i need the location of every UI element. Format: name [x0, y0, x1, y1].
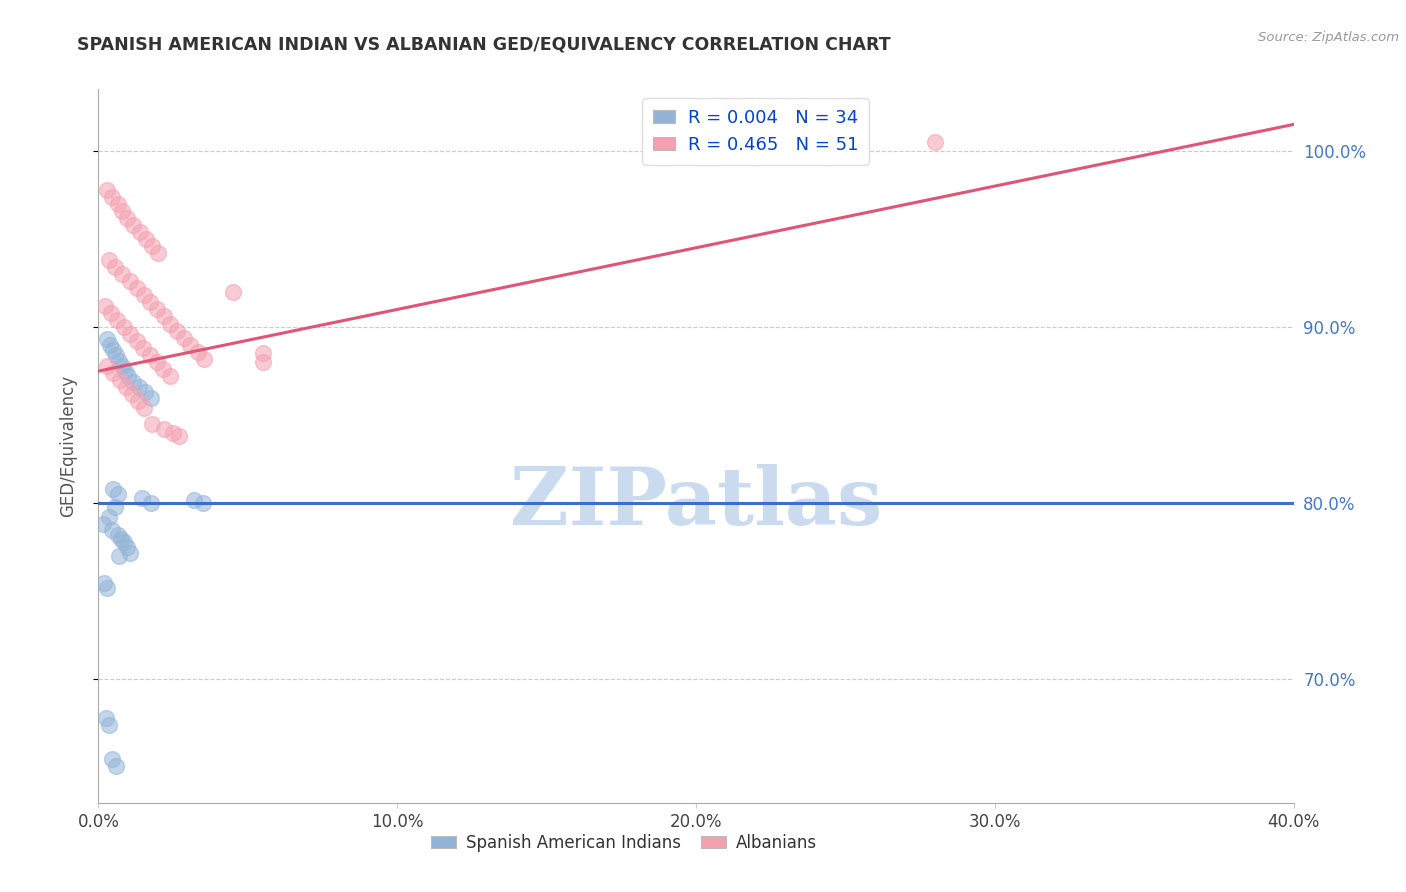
Point — [107, 528, 129, 542]
Point — [125, 334, 148, 348]
Point — [114, 364, 136, 378]
Point — [128, 380, 150, 394]
Point — [96, 183, 118, 197]
Text: ZIPatlas: ZIPatlas — [510, 464, 882, 542]
Point — [183, 492, 205, 507]
Point — [131, 491, 153, 505]
Point — [104, 260, 127, 275]
Point — [118, 274, 141, 288]
Point — [125, 281, 148, 295]
Point — [118, 546, 141, 560]
Point — [97, 510, 120, 524]
Point — [115, 541, 138, 555]
Point — [162, 425, 184, 440]
Point — [187, 344, 209, 359]
Point — [252, 346, 274, 360]
Point — [139, 496, 162, 510]
Point — [94, 711, 117, 725]
Point — [107, 487, 129, 501]
Point — [152, 310, 174, 324]
Point — [252, 355, 274, 369]
Point — [110, 532, 132, 546]
Point — [159, 317, 181, 331]
Point — [112, 320, 135, 334]
Text: Source: ZipAtlas.com: Source: ZipAtlas.com — [1258, 31, 1399, 45]
Point — [121, 218, 143, 232]
Point — [128, 225, 150, 239]
Point — [139, 348, 162, 362]
Point — [152, 362, 174, 376]
Text: SPANISH AMERICAN INDIAN VS ALBANIAN GED/EQUIVALENCY CORRELATION CHART: SPANISH AMERICAN INDIAN VS ALBANIAN GED/… — [77, 36, 891, 54]
Point — [141, 239, 163, 253]
Point — [103, 343, 125, 357]
Point — [103, 482, 125, 496]
Point — [98, 337, 122, 351]
Legend: Spanish American Indians, Albanians: Spanish American Indians, Albanians — [425, 828, 824, 859]
Point — [103, 366, 125, 380]
Point — [105, 759, 128, 773]
Point — [108, 373, 131, 387]
Point — [222, 285, 245, 299]
Point — [167, 429, 190, 443]
Point — [100, 306, 122, 320]
Point — [96, 359, 118, 373]
Point — [101, 523, 124, 537]
Point — [193, 351, 215, 366]
Point — [121, 387, 143, 401]
Point — [111, 203, 134, 218]
Point — [127, 394, 149, 409]
Point — [159, 369, 181, 384]
Point — [97, 718, 120, 732]
Point — [94, 299, 117, 313]
Point — [166, 324, 188, 338]
Point — [145, 355, 167, 369]
Point — [108, 353, 131, 368]
Point — [101, 189, 124, 203]
Point — [96, 581, 118, 595]
Point — [107, 196, 129, 211]
Point — [179, 337, 201, 351]
Point — [139, 295, 162, 310]
Point — [153, 422, 176, 436]
Point — [105, 313, 128, 327]
Point — [146, 246, 169, 260]
Point — [115, 211, 138, 225]
Point — [135, 232, 157, 246]
Point — [111, 359, 134, 373]
Point — [101, 752, 124, 766]
Y-axis label: GED/Equivalency: GED/Equivalency — [59, 375, 77, 517]
Point — [132, 288, 155, 302]
Point — [141, 417, 163, 431]
Point — [191, 496, 214, 510]
Point — [96, 332, 118, 346]
Point — [132, 401, 155, 416]
Point — [117, 369, 139, 384]
Point — [91, 517, 114, 532]
Point — [104, 500, 127, 514]
Point — [97, 253, 120, 268]
Point — [111, 267, 134, 281]
Point — [115, 380, 138, 394]
Point — [134, 385, 156, 400]
Point — [108, 549, 131, 563]
Point — [118, 327, 141, 342]
Point — [121, 375, 143, 389]
Point — [105, 348, 128, 362]
Point — [924, 135, 946, 149]
Point — [93, 575, 115, 590]
Point — [145, 302, 167, 317]
Point — [139, 391, 162, 405]
Point — [173, 331, 195, 345]
Point — [132, 341, 155, 355]
Point — [112, 535, 135, 549]
